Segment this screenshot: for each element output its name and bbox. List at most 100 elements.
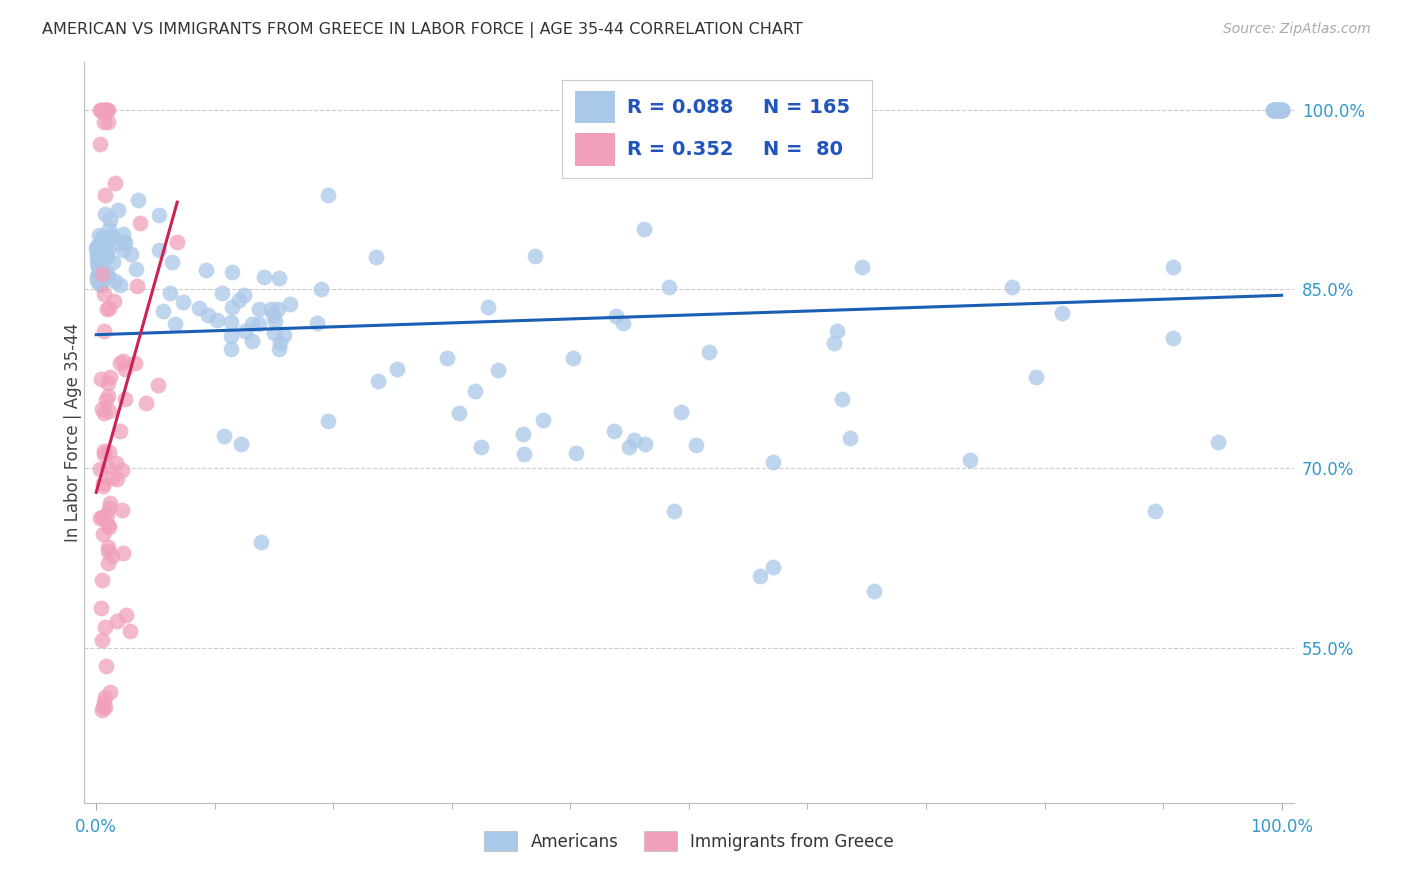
Point <box>1267 103 1289 118</box>
Point <box>221 300 243 314</box>
Point <box>148 208 170 222</box>
Point <box>105 614 128 628</box>
Point <box>87 252 110 267</box>
Point <box>91 574 114 588</box>
Point <box>90 509 112 524</box>
Text: AMERICAN VS IMMIGRANTS FROM GREECE IN LABOR FORCE | AGE 35-44 CORRELATION CHART: AMERICAN VS IMMIGRANTS FROM GREECE IN LA… <box>42 22 803 38</box>
Point <box>259 302 281 317</box>
Point <box>262 309 284 323</box>
Point <box>108 424 131 438</box>
Point <box>602 424 624 438</box>
Point <box>90 372 112 386</box>
Point <box>97 556 120 570</box>
Point <box>91 231 114 245</box>
Point <box>93 407 115 421</box>
Y-axis label: In Labor Force | Age 35-44: In Labor Force | Age 35-44 <box>65 323 82 542</box>
Point <box>91 478 114 492</box>
Point <box>90 103 112 118</box>
Point <box>634 437 657 451</box>
Text: R = 0.088: R = 0.088 <box>627 98 734 117</box>
Point <box>87 269 110 284</box>
Point <box>94 237 117 252</box>
Point <box>97 376 120 391</box>
Point <box>827 324 849 338</box>
Point <box>86 238 108 252</box>
Point <box>91 700 114 714</box>
Point <box>367 374 389 388</box>
Point <box>233 288 256 302</box>
Point <box>97 518 120 533</box>
Point <box>436 351 458 366</box>
Point <box>387 362 409 376</box>
Point <box>617 440 640 454</box>
Point <box>305 316 328 330</box>
Point <box>89 277 111 291</box>
Point <box>90 632 112 647</box>
Point <box>266 301 288 316</box>
Point <box>240 334 263 348</box>
Point <box>98 231 121 245</box>
Point <box>247 317 270 331</box>
Point <box>464 384 486 398</box>
Point <box>97 389 120 403</box>
Point <box>685 438 707 452</box>
Point <box>90 703 112 717</box>
Point <box>112 234 135 248</box>
Point <box>1263 103 1285 118</box>
Point <box>98 684 121 698</box>
Point <box>127 193 149 207</box>
Point <box>633 222 655 236</box>
Point <box>112 227 135 242</box>
Point <box>89 511 111 525</box>
Point <box>89 243 111 257</box>
Point <box>1163 331 1185 345</box>
Point <box>98 496 121 510</box>
Point <box>93 287 115 301</box>
Point <box>101 549 124 564</box>
Point <box>94 251 117 265</box>
Point <box>90 273 112 287</box>
Point <box>93 695 115 709</box>
Point <box>111 503 134 517</box>
Point <box>1271 103 1294 118</box>
Point <box>97 301 120 316</box>
Point <box>447 406 470 420</box>
Point <box>97 404 120 418</box>
Point <box>94 620 117 634</box>
Point <box>86 253 108 268</box>
Point <box>97 268 120 283</box>
Point <box>366 250 388 264</box>
Point <box>89 136 111 151</box>
Point <box>105 472 128 486</box>
Text: N =  80: N = 80 <box>763 140 844 159</box>
Point <box>761 560 783 574</box>
Point <box>159 285 181 300</box>
Point <box>823 336 845 351</box>
Point <box>87 249 110 263</box>
Point <box>91 527 114 541</box>
Point <box>114 361 136 376</box>
Point <box>524 249 547 263</box>
Point <box>316 188 339 202</box>
Point <box>697 344 720 359</box>
Point <box>107 203 129 218</box>
Point <box>96 460 118 475</box>
Point <box>101 228 124 243</box>
Point <box>89 256 111 270</box>
Point <box>101 255 124 269</box>
Point <box>87 257 110 271</box>
Point <box>1270 103 1292 118</box>
Point <box>205 312 228 326</box>
Point <box>90 401 112 416</box>
Point <box>231 437 253 451</box>
Point <box>565 446 588 460</box>
Point <box>98 370 121 384</box>
Point <box>91 266 114 280</box>
Point <box>1000 279 1022 293</box>
Point <box>93 324 115 338</box>
Point <box>89 239 111 253</box>
Point <box>94 700 117 714</box>
Point <box>118 624 141 638</box>
Point <box>94 243 117 257</box>
Point <box>103 293 125 308</box>
